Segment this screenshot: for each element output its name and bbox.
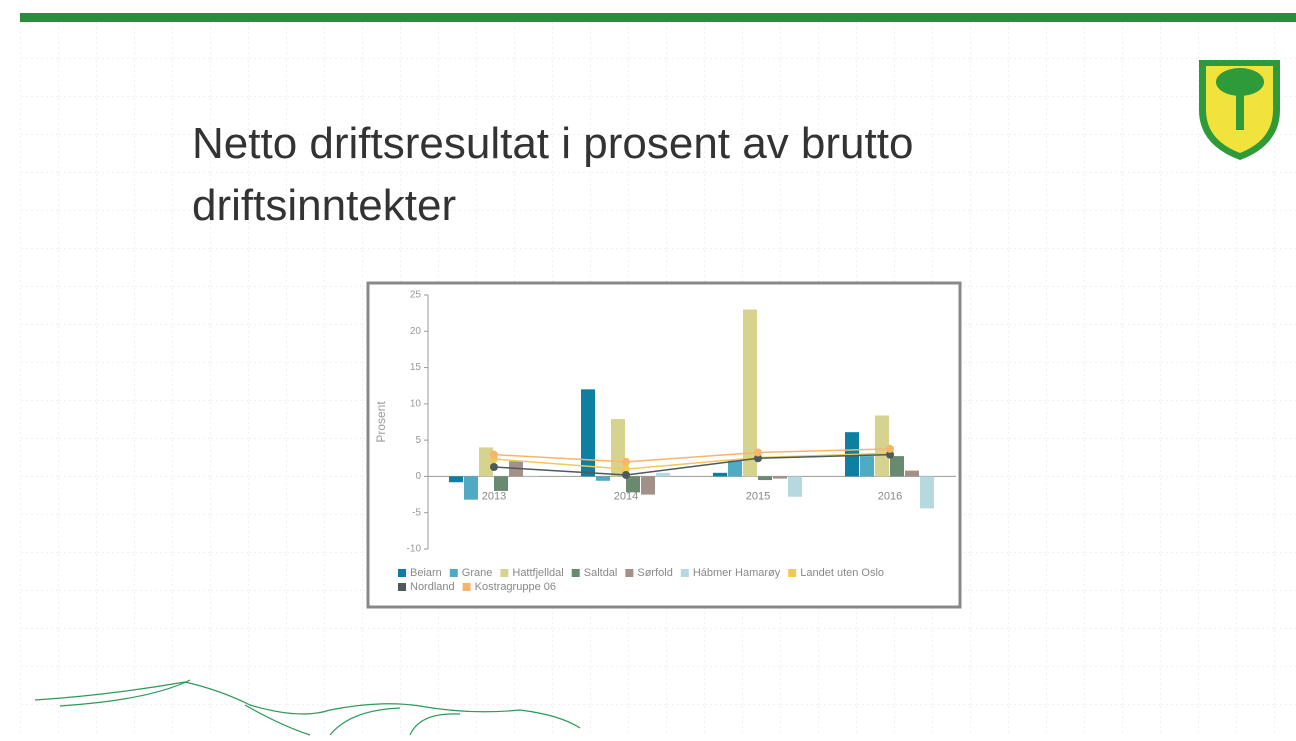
- bar: [860, 456, 874, 476]
- y-tick-label: 25: [410, 290, 422, 301]
- y-tick-label: 5: [415, 435, 421, 446]
- bar: [905, 471, 919, 477]
- legend-item: Hábmer Hamarøy: [681, 567, 781, 579]
- legend-item: Kostragruppe 06: [463, 581, 556, 593]
- bar: [449, 476, 463, 482]
- bar: [713, 473, 727, 477]
- line-point: [886, 445, 894, 453]
- bar: [758, 476, 772, 480]
- legend-label: Grane: [462, 567, 493, 579]
- y-tick-label: -10: [407, 544, 422, 555]
- line-point: [622, 458, 630, 466]
- bar: [479, 447, 493, 476]
- bar: [596, 476, 610, 480]
- bar: [524, 476, 538, 477]
- bar: [581, 389, 595, 476]
- bar: [773, 476, 787, 478]
- legend-swatch: [625, 569, 633, 577]
- bar: [728, 460, 742, 476]
- bar: [494, 476, 508, 491]
- bar: [641, 476, 655, 494]
- bar: [656, 473, 670, 477]
- legend-label: Hattfjelldal: [512, 567, 563, 579]
- y-tick-label: -5: [412, 507, 421, 518]
- x-tick-label: 2013: [482, 490, 506, 502]
- bar: [464, 476, 478, 499]
- y-tick-label: 0: [415, 471, 421, 482]
- legend-label: Kostragruppe 06: [475, 581, 556, 593]
- x-tick-label: 2016: [878, 490, 902, 502]
- chart-frame: [368, 283, 960, 607]
- bar: [788, 476, 802, 496]
- x-tick-label: 2015: [746, 490, 770, 502]
- legend-label: Hábmer Hamarøy: [693, 567, 781, 579]
- legend-swatch: [398, 569, 406, 577]
- legend-label: Saltdal: [584, 567, 618, 579]
- bar: [920, 476, 934, 508]
- legend-label: Beiarn: [410, 567, 442, 579]
- legend-label: Sørfold: [637, 567, 672, 579]
- y-tick-label: 10: [410, 398, 422, 409]
- y-tick-label: 20: [410, 326, 422, 337]
- line-point: [754, 448, 762, 456]
- bar: [890, 456, 904, 476]
- legend-swatch: [788, 569, 796, 577]
- line-point: [622, 471, 630, 479]
- legend-swatch: [500, 569, 508, 577]
- x-tick-label: 2014: [614, 490, 638, 502]
- bar: [875, 415, 889, 476]
- legend-label: Nordland: [410, 581, 455, 593]
- legend-swatch: [572, 569, 580, 577]
- line-point: [490, 463, 498, 471]
- legend-item: Landet uten Oslo: [788, 567, 884, 579]
- legend-swatch: [681, 569, 689, 577]
- legend-swatch: [398, 583, 406, 591]
- legend-swatch: [450, 569, 458, 577]
- line-point: [490, 451, 498, 459]
- legend-swatch: [463, 583, 471, 591]
- y-tick-label: 15: [410, 362, 422, 373]
- top-bar: [20, 13, 1296, 22]
- legend-label: Landet uten Oslo: [800, 567, 884, 579]
- y-axis-label: Prosent: [374, 401, 388, 443]
- slide: Netto driftsresultat i prosent av brutto…: [0, 0, 1296, 736]
